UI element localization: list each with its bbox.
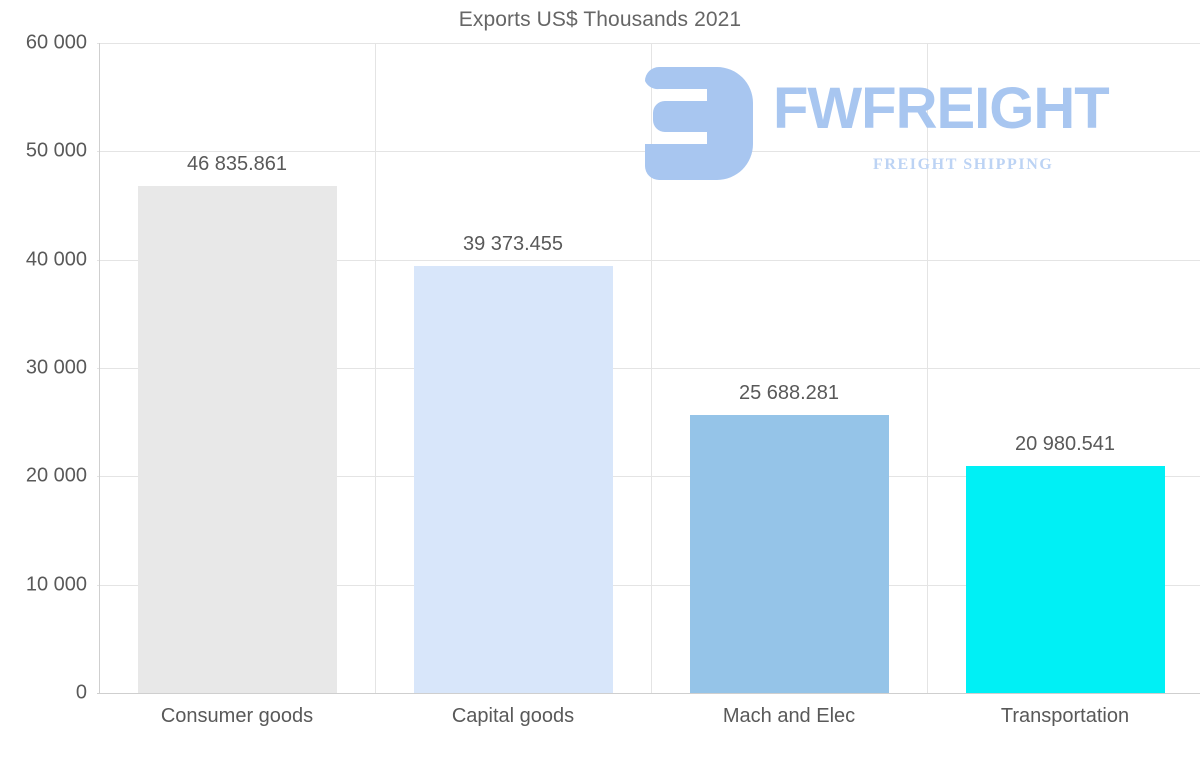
gridline-vertical bbox=[927, 43, 928, 693]
gridline-horizontal bbox=[97, 693, 1200, 694]
gridline-horizontal bbox=[97, 584, 1200, 586]
y-axis-tick-label: 40 000 bbox=[25, 248, 87, 271]
gridline-horizontal bbox=[97, 259, 1200, 261]
gridline-vertical bbox=[375, 43, 376, 693]
bar-2[interactable] bbox=[413, 266, 613, 693]
y-axis-tick-label: 50 000 bbox=[25, 139, 87, 162]
bar-value-label: 20 980.541 bbox=[1014, 432, 1116, 455]
y-axis-tick-label: 10 000 bbox=[25, 573, 87, 596]
gridline-vertical bbox=[99, 43, 100, 693]
y-axis-tick-label: 30 000 bbox=[25, 356, 87, 379]
bar-1[interactable] bbox=[137, 185, 337, 693]
bar-value-label: 46 835.861 bbox=[186, 152, 288, 175]
gridline-vertical bbox=[651, 43, 652, 693]
bar-4[interactable] bbox=[965, 465, 1165, 693]
x-axis-tick-label: Mach and Elec bbox=[722, 705, 856, 727]
plot-area bbox=[97, 43, 1200, 694]
gridline-horizontal bbox=[97, 476, 1200, 478]
y-axis-tick-label: 20 000 bbox=[25, 464, 87, 487]
y-axis-tick-label: 60 000 bbox=[25, 31, 87, 54]
bar-value-label: 39 373.455 bbox=[462, 233, 564, 256]
gridline-horizontal bbox=[97, 43, 1200, 44]
bar-3[interactable] bbox=[689, 414, 889, 693]
bar-value-label: 25 688.281 bbox=[738, 381, 840, 404]
chart-title: Exports US$ Thousands 2021 bbox=[458, 8, 742, 31]
x-axis-tick-label: Transportation bbox=[1000, 705, 1130, 727]
y-axis-tick-label: 0 bbox=[75, 681, 87, 704]
gridline-horizontal bbox=[97, 368, 1200, 369]
x-axis-tick-label: Capital goods bbox=[451, 705, 575, 727]
x-axis-tick-label: Consumer goods bbox=[160, 705, 314, 727]
